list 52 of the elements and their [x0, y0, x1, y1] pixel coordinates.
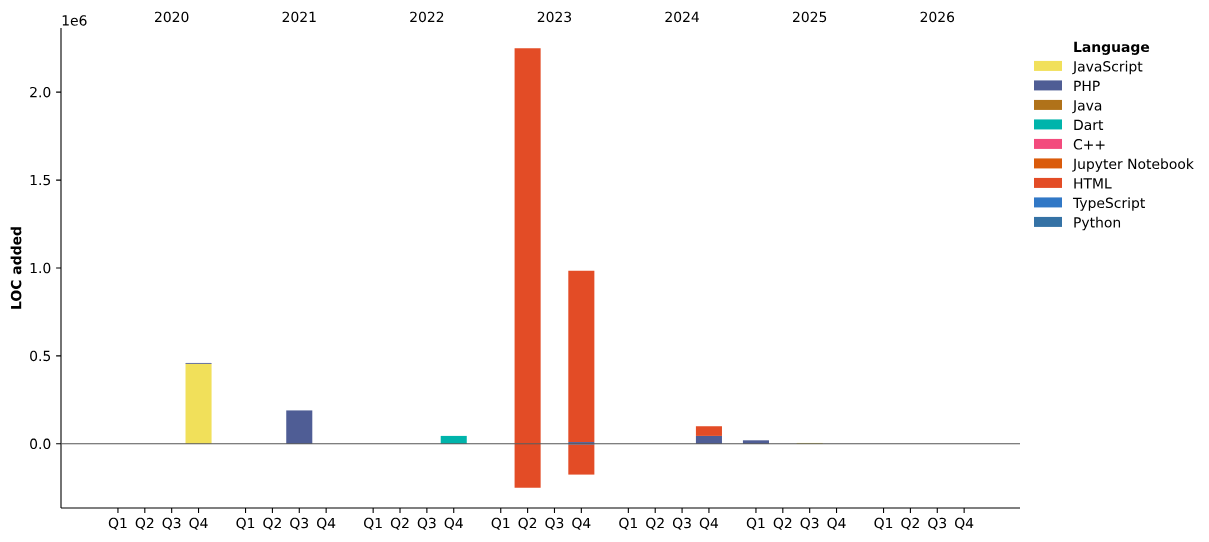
text: 2023: [537, 11, 572, 23]
legend-label: Jupyter Notebook: [1072, 158, 1194, 172]
legend-label: Java: [1072, 100, 1102, 114]
legend-label: JavaScript: [1072, 60, 1143, 75]
y-tick-label: 2.0: [30, 86, 51, 98]
legend-label: C++: [1073, 139, 1105, 150]
x-tick-label: Q1: [108, 517, 127, 530]
x-tick-label: Q4: [189, 517, 208, 530]
x-tick-label: Q1: [619, 517, 637, 530]
x-tick-label: Q2: [135, 517, 154, 530]
legend-label: TypeScript: [1072, 197, 1145, 211]
text: 2020: [155, 11, 189, 23]
x-tick-label: Q3: [417, 517, 436, 530]
x-tick-label: Q1: [364, 517, 382, 530]
x-tick-label: Q3: [290, 517, 309, 530]
x-tick-label: Q2: [901, 517, 919, 530]
text: 2025: [793, 11, 827, 23]
x-tick-label: Q1: [236, 517, 255, 530]
legend-label: PHP: [1074, 80, 1100, 91]
x-tick-label: Q3: [162, 517, 181, 530]
x-tick-label: Q2: [390, 517, 409, 530]
legend-title: Language: [1074, 41, 1150, 55]
x-tick-label: Q4: [699, 517, 719, 530]
x-tick-label: Q2: [646, 517, 664, 530]
x-tick-label: Q4: [572, 517, 591, 530]
x-tick-label: Q4: [317, 517, 336, 530]
y-tick-label: 1.0: [30, 262, 51, 274]
x-tick-label: Q4: [444, 517, 463, 530]
x-tick-label: Q3: [672, 517, 691, 530]
x-tick-label: Q2: [263, 517, 281, 530]
text: 2024: [665, 11, 699, 23]
y-tick-label: 0.0: [30, 438, 51, 450]
y-axis-title: LOC added: [10, 227, 22, 309]
y-tick-label: 0.5: [30, 350, 51, 362]
legend-label: Dart: [1074, 119, 1104, 131]
x-tick-label: Q1: [491, 517, 510, 530]
x-tick-label: Q2: [518, 517, 537, 530]
x-tick-label: Q3: [545, 517, 564, 530]
x-tick-label: Q3: [800, 517, 819, 530]
x-tick-label: Q4: [955, 517, 974, 530]
text: 1e6: [62, 15, 87, 26]
y-tick-label: 1.5: [30, 174, 51, 186]
x-tick-label: Q1: [746, 517, 765, 530]
x-tick-label: Q2: [773, 517, 792, 530]
x-tick-label: Q4: [827, 517, 846, 530]
x-tick-label: Q1: [874, 517, 893, 530]
text: 2022: [410, 11, 444, 23]
text: 2026: [920, 11, 955, 23]
text: 2021: [282, 11, 316, 23]
x-tick-label: Q3: [928, 517, 947, 530]
legend-label: HTML: [1074, 178, 1112, 189]
legend-label: Python: [1074, 216, 1121, 231]
